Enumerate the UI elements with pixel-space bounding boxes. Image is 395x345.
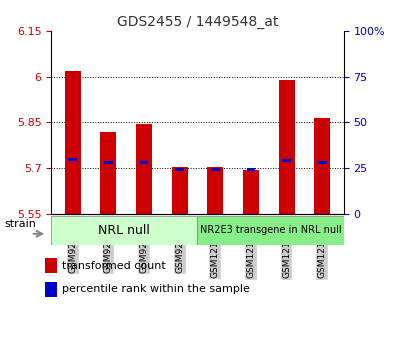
Bar <box>45 258 57 273</box>
Bar <box>278 80 295 214</box>
Bar <box>139 160 149 164</box>
Bar <box>207 167 223 214</box>
Text: NRL null: NRL null <box>98 224 150 237</box>
Bar <box>68 158 77 160</box>
Bar <box>198 216 344 245</box>
Bar <box>318 160 327 164</box>
Text: NR2E3 transgene in NRL null: NR2E3 transgene in NRL null <box>200 225 341 235</box>
Bar <box>136 124 152 214</box>
Bar <box>282 159 291 162</box>
Text: percentile rank within the sample: percentile rank within the sample <box>62 284 250 294</box>
Bar <box>175 168 184 171</box>
Title: GDS2455 / 1449548_at: GDS2455 / 1449548_at <box>117 14 278 29</box>
Text: transformed count: transformed count <box>62 261 166 271</box>
Bar <box>211 168 220 171</box>
Text: strain: strain <box>4 219 36 229</box>
Bar <box>314 118 330 214</box>
Bar <box>172 167 188 214</box>
Bar <box>100 132 117 214</box>
Bar <box>246 168 256 171</box>
Bar <box>51 216 198 245</box>
Bar <box>65 71 81 214</box>
Bar <box>104 160 113 164</box>
Bar <box>45 282 57 297</box>
Bar <box>243 170 259 214</box>
